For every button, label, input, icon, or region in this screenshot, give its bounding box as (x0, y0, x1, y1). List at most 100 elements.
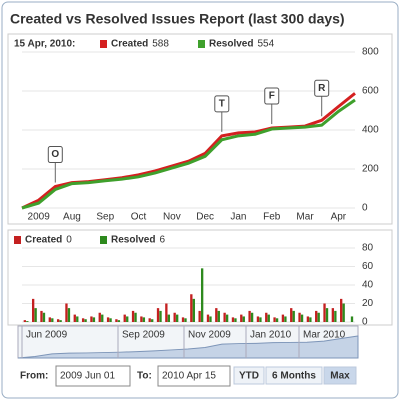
bar (242, 316, 245, 322)
bar (81, 318, 85, 322)
legend-name: Resolved (209, 39, 253, 50)
navigator-label: Nov 2009 (188, 330, 231, 341)
bar (342, 303, 345, 322)
bar (259, 317, 262, 322)
x-tick-label: Oct (131, 212, 147, 223)
y-tick-label: 80 (362, 243, 374, 254)
range-button-label: Max (330, 371, 350, 382)
bar (256, 316, 260, 322)
bar (142, 317, 146, 322)
x-tick-label: Nov (163, 212, 181, 223)
bar (234, 318, 237, 322)
from-input[interactable] (55, 365, 131, 387)
bar (117, 320, 121, 322)
bar (123, 314, 126, 322)
bar (165, 303, 168, 322)
bar (267, 314, 270, 322)
y-tick-label: 20 (362, 298, 374, 309)
bar (167, 314, 171, 322)
bar (34, 308, 37, 322)
x-tick-label: Mar (296, 212, 314, 223)
bar (115, 319, 118, 322)
flag[interactable] (47, 146, 63, 164)
bar (76, 316, 79, 322)
legend-value: 6 (159, 235, 165, 246)
legend-swatch (100, 236, 107, 244)
bar (292, 310, 295, 322)
bar (350, 316, 354, 322)
navigator-label: Jan 2010 (250, 330, 292, 341)
legend-name: Created (111, 39, 148, 50)
title: Created vs Resolved Issues Report (last … (10, 11, 345, 27)
legend-value: 588 (152, 39, 169, 50)
bar (290, 308, 293, 322)
bar (190, 294, 193, 322)
y-tick-label: 40 (362, 280, 374, 291)
range-button-label: YTD (239, 371, 259, 382)
legend-swatch (198, 40, 205, 48)
bar (298, 312, 301, 322)
bar (23, 320, 26, 322)
bar (140, 316, 143, 322)
legend-value: 554 (257, 39, 274, 50)
bar (26, 321, 29, 322)
bar (334, 310, 337, 322)
range-button[interactable] (265, 366, 323, 385)
y-tick-label: 200 (362, 164, 379, 175)
y-tick-label: 0 (362, 317, 368, 328)
bar (240, 314, 243, 322)
navigator-label: Mar 2010 (303, 330, 346, 341)
bar (173, 312, 176, 322)
bar (223, 312, 226, 322)
bar (325, 308, 329, 322)
bar (275, 318, 279, 322)
bar (65, 303, 68, 322)
navigator-label: Jun 2009 (26, 330, 68, 341)
flag[interactable] (214, 95, 230, 113)
bar (126, 316, 129, 322)
y-tick-label: 800 (362, 47, 379, 58)
bar (331, 308, 335, 322)
bar (215, 308, 218, 322)
to-input[interactable] (157, 365, 231, 387)
bar (198, 310, 201, 322)
flag-label: T (219, 98, 225, 109)
flag-label: R (318, 83, 326, 94)
bar (148, 318, 151, 322)
bar (248, 310, 251, 322)
bar (217, 310, 220, 322)
from-value: 2009 Jun 01 (60, 371, 115, 382)
bar (315, 310, 318, 322)
y-tick-label: 600 (362, 86, 379, 97)
bar (225, 314, 229, 322)
bar (131, 310, 135, 322)
bar (176, 314, 179, 322)
bar (92, 317, 96, 322)
range-button-label: 6 Months (272, 371, 316, 382)
flag-label: O (51, 149, 59, 160)
bar (73, 314, 76, 322)
range-button[interactable] (323, 366, 357, 385)
bar (306, 316, 310, 322)
bar (40, 310, 43, 322)
range-button[interactable] (233, 366, 265, 385)
x-tick-label: Jan (230, 212, 246, 223)
bar (51, 318, 54, 322)
flag[interactable] (314, 79, 330, 97)
bar (134, 312, 137, 322)
y-tick-label: 0 (362, 203, 368, 214)
bar (184, 318, 187, 322)
top-panel (7, 33, 393, 225)
bar (159, 310, 162, 322)
bar (48, 317, 51, 322)
x-tick-label: Sep (96, 212, 114, 223)
bar (281, 314, 285, 322)
bar (209, 316, 212, 322)
bar (181, 317, 185, 322)
bar (323, 303, 326, 322)
flag[interactable] (264, 87, 280, 105)
navigator-area (17, 335, 359, 359)
series-line (21, 98, 356, 210)
bar (106, 317, 110, 322)
